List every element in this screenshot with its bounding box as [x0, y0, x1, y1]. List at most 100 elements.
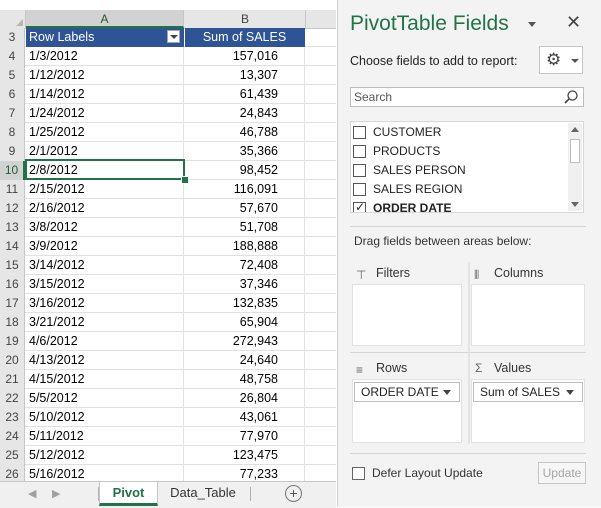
row-number[interactable]: 18: [0, 313, 25, 332]
date-cell[interactable]: 1/25/2012: [26, 123, 184, 142]
field-item[interactable]: SALES REGION: [351, 180, 569, 199]
sales-cell[interactable]: 24,843: [185, 104, 305, 123]
values-field-chip[interactable]: Sum of SALES: [473, 382, 583, 402]
sales-cell[interactable]: 61,439: [185, 85, 305, 104]
columns-area[interactable]: [471, 284, 585, 346]
sales-cell[interactable]: 157,016: [185, 47, 305, 66]
row-number[interactable]: 12: [0, 199, 25, 218]
date-cell[interactable]: 2/15/2012: [26, 180, 184, 199]
row-number[interactable]: 14: [0, 237, 25, 256]
field-list-scrollbar[interactable]: [568, 123, 582, 211]
sales-cell[interactable]: 132,835: [185, 294, 305, 313]
row-number[interactable]: 16: [0, 275, 25, 294]
date-cell[interactable]: 2/16/2012: [26, 199, 184, 218]
scroll-left-icon[interactable]: ◀: [28, 488, 37, 500]
field-search-input[interactable]: Search: [350, 87, 584, 107]
row-number[interactable]: 8: [0, 123, 25, 142]
sales-cell[interactable]: 24,640: [185, 351, 305, 370]
date-cell[interactable]: 4/15/2012: [26, 370, 184, 389]
sales-cell[interactable]: 46,788: [185, 123, 305, 142]
date-cell[interactable]: 1/14/2012: [26, 85, 184, 104]
search-icon[interactable]: [563, 89, 579, 105]
row-number[interactable]: 19: [0, 332, 25, 351]
values-area[interactable]: Sum of SALES: [471, 379, 585, 443]
field-checkbox[interactable]: [353, 145, 366, 158]
row-number[interactable]: 22: [0, 389, 25, 408]
date-cell[interactable]: 2/1/2012: [26, 142, 184, 161]
sales-cell[interactable]: 13,307: [185, 66, 305, 85]
field-item[interactable]: SALES PERSON: [351, 161, 569, 180]
sales-cell[interactable]: 77,233: [185, 465, 305, 484]
row-number[interactable]: 10: [0, 161, 25, 180]
date-cell[interactable]: 4/6/2012: [26, 332, 184, 351]
field-checkbox[interactable]: [353, 126, 366, 139]
rows-area[interactable]: ORDER DATE: [352, 379, 462, 443]
scroll-down-icon[interactable]: [571, 202, 579, 207]
sales-cell[interactable]: 37,346: [185, 275, 305, 294]
sales-cell[interactable]: 43,061: [185, 408, 305, 427]
add-sheet-icon[interactable]: +: [285, 485, 302, 502]
date-cell[interactable]: 5/5/2012: [26, 389, 184, 408]
sales-cell[interactable]: 65,904: [185, 313, 305, 332]
date-cell[interactable]: 3/21/2012: [26, 313, 184, 332]
sales-cell[interactable]: 272,943: [185, 332, 305, 351]
tools-button[interactable]: ⚙: [539, 46, 583, 74]
row-number[interactable]: 23: [0, 408, 25, 427]
field-item[interactable]: PRODUCTS: [351, 142, 569, 161]
select-all-corner[interactable]: [0, 10, 26, 28]
scroll-right-icon[interactable]: ▶: [52, 488, 61, 500]
sales-cell[interactable]: 98,452: [185, 161, 305, 180]
date-cell[interactable]: 3/15/2012: [26, 275, 184, 294]
date-cell[interactable]: 2/8/2012: [26, 161, 184, 180]
sales-cell[interactable]: 188,888: [185, 237, 305, 256]
date-cell[interactable]: 3/16/2012: [26, 294, 184, 313]
defer-layout-checkbox[interactable]: [352, 467, 365, 480]
row-number[interactable]: 21: [0, 370, 25, 389]
fill-handle[interactable]: [181, 176, 189, 184]
row-labels-header-cell[interactable]: Row Labels: [26, 28, 184, 47]
row-number[interactable]: 15: [0, 256, 25, 275]
scroll-thumb[interactable]: [570, 139, 580, 163]
field-checkbox[interactable]: [353, 164, 366, 177]
row-number[interactable]: 7: [0, 104, 25, 123]
row-number[interactable]: 17: [0, 294, 25, 313]
close-icon[interactable]: ✕: [566, 12, 582, 32]
row-number[interactable]: 6: [0, 85, 25, 104]
sales-cell[interactable]: 116,091: [185, 180, 305, 199]
date-cell[interactable]: 5/11/2012: [26, 427, 184, 446]
date-cell[interactable]: 4/13/2012: [26, 351, 184, 370]
filter-dropdown-button[interactable]: [167, 30, 180, 43]
column-header-a[interactable]: A: [26, 10, 184, 28]
row-number[interactable]: 20: [0, 351, 25, 370]
sheet-tab-data-table[interactable]: Data_Table: [170, 485, 236, 500]
date-cell[interactable]: 5/16/2012: [26, 465, 184, 484]
date-cell[interactable]: 5/12/2012: [26, 446, 184, 465]
row-number[interactable]: 5: [0, 66, 25, 85]
field-checkbox[interactable]: [353, 183, 366, 196]
sales-cell[interactable]: 77,970: [185, 427, 305, 446]
sum-of-sales-header-cell[interactable]: Sum of SALES: [185, 28, 305, 47]
row-number[interactable]: 4: [0, 47, 25, 66]
rows-field-chip[interactable]: ORDER DATE: [354, 382, 460, 402]
row-number[interactable]: 26: [0, 465, 25, 484]
row-number[interactable]: 25: [0, 446, 25, 465]
row-number[interactable]: 11: [0, 180, 25, 199]
row-number[interactable]: 9: [0, 142, 25, 161]
field-checkbox[interactable]: [353, 200, 366, 212]
sheet-tab-pivot[interactable]: Pivot: [99, 482, 158, 506]
row-number[interactable]: 3: [0, 28, 25, 47]
sales-cell[interactable]: 35,366: [185, 142, 305, 161]
chevron-down-icon[interactable]: [566, 390, 574, 395]
sales-cell[interactable]: 48,758: [185, 370, 305, 389]
sales-cell[interactable]: 72,408: [185, 256, 305, 275]
date-cell[interactable]: 3/8/2012: [26, 218, 184, 237]
update-button[interactable]: Update: [538, 462, 586, 484]
sales-cell[interactable]: 57,670: [185, 199, 305, 218]
field-item[interactable]: ORDER DATE: [351, 199, 569, 212]
sales-cell[interactable]: 26,804: [185, 389, 305, 408]
date-cell[interactable]: 3/9/2012: [26, 237, 184, 256]
filters-area[interactable]: [352, 284, 462, 346]
date-cell[interactable]: 5/10/2012: [26, 408, 184, 427]
sales-cell[interactable]: 123,475: [185, 446, 305, 465]
sales-cell[interactable]: 51,708: [185, 218, 305, 237]
